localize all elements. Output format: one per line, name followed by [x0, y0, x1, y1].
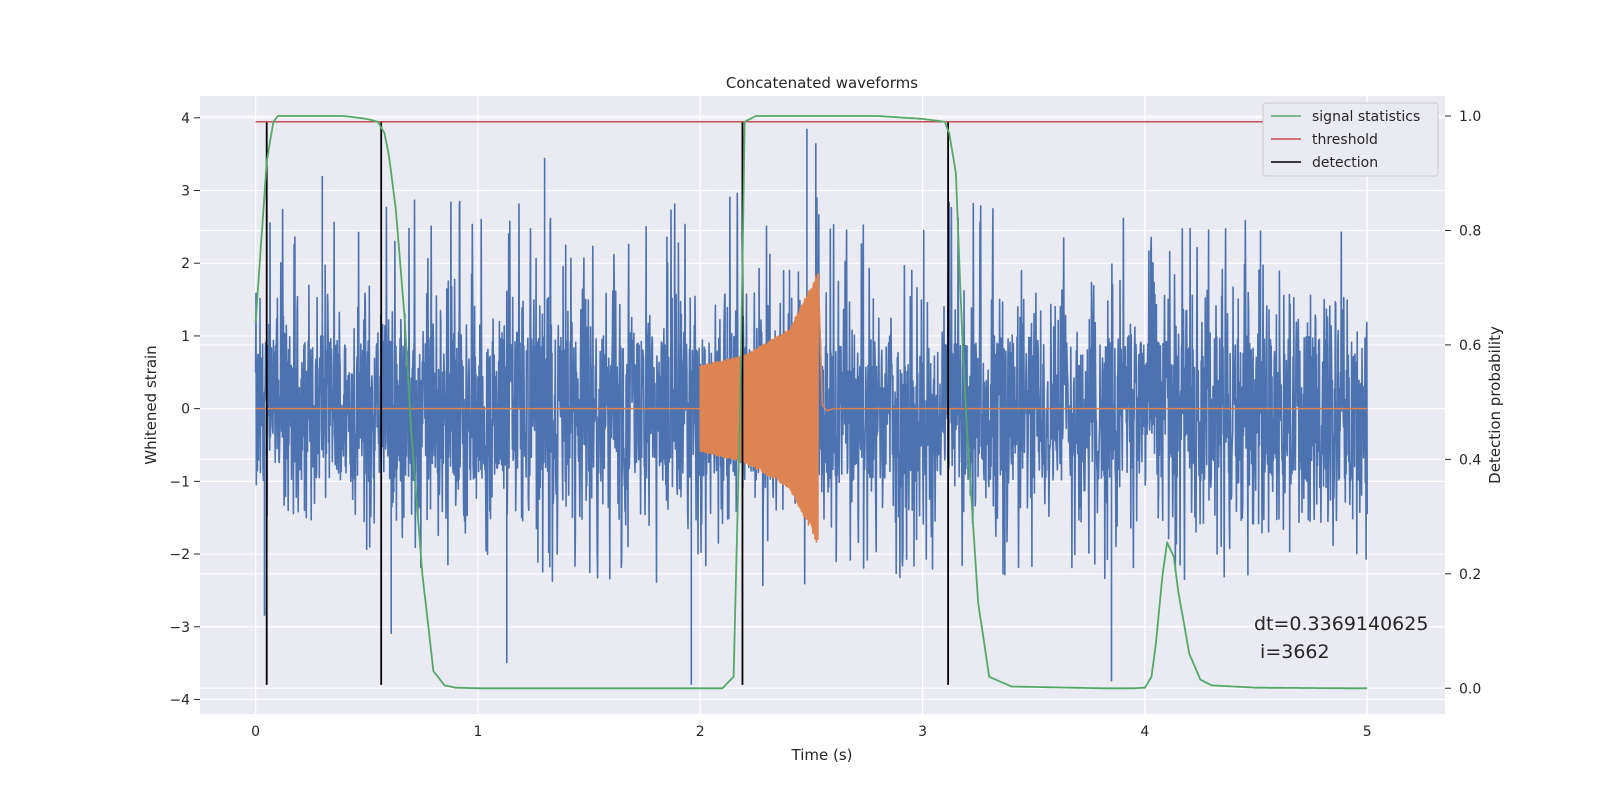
legend-box [1262, 102, 1439, 177]
y2-tick-label: 0.8 [1459, 223, 1481, 239]
x-tick-label: 3 [918, 724, 927, 740]
chart-title: Concatenated waveforms [726, 74, 918, 92]
y2-tick-label: 0.0 [1459, 681, 1481, 697]
legend-threshold-label: threshold [1312, 132, 1378, 148]
y-tick-label: 4 [181, 111, 190, 127]
y2-tick-label: 0.2 [1459, 567, 1481, 583]
y2-axis-label: Detection probability [1486, 326, 1504, 484]
tick-layer: 0 1 2 3 4 5 −4 −3 −2 −1 0 1 2 3 4 0.0 0.2 0.4 0.6 0.8 1.0 [169, 109, 1481, 740]
y2-tick-label: 1.0 [1459, 109, 1481, 125]
x-tick-label: 4 [1140, 724, 1149, 740]
legend: signal statistics threshold detection [1262, 102, 1439, 177]
injected-signal-line [255, 273, 1368, 543]
y-tick-label: −2 [169, 547, 190, 563]
signal-statistics-layer [254, 115, 1368, 690]
y-tick-label: −3 [169, 620, 190, 636]
annotation-index: i=3662 [1254, 641, 1330, 663]
signal-statistics-line [254, 115, 1368, 690]
y-tick-label: 2 [181, 256, 190, 272]
x-axis-label: Time (s) [791, 746, 853, 764]
x-tick-label: 0 [251, 724, 260, 740]
injected-signal-layer [255, 273, 1368, 543]
y-tick-label: 0 [181, 402, 190, 418]
x-tick-label: 1 [473, 724, 482, 740]
legend-detection-label: detection [1312, 155, 1378, 171]
legend-signal-statistics-label: signal statistics [1312, 109, 1420, 125]
x-tick-label: 5 [1363, 724, 1372, 740]
y-tick-label: 3 [181, 184, 190, 200]
x-tick-label: 2 [696, 724, 705, 740]
y-tick-label: 1 [181, 329, 190, 345]
y-tick-label: −4 [169, 692, 190, 708]
y2-tick-label: 0.6 [1459, 338, 1481, 354]
y2-tick-label: 0.4 [1459, 452, 1481, 468]
y-axis-label: Whitened strain [142, 345, 160, 464]
y-tick-label: −1 [169, 474, 190, 490]
annotation-dt: dt=0.3369140625 [1254, 613, 1428, 635]
